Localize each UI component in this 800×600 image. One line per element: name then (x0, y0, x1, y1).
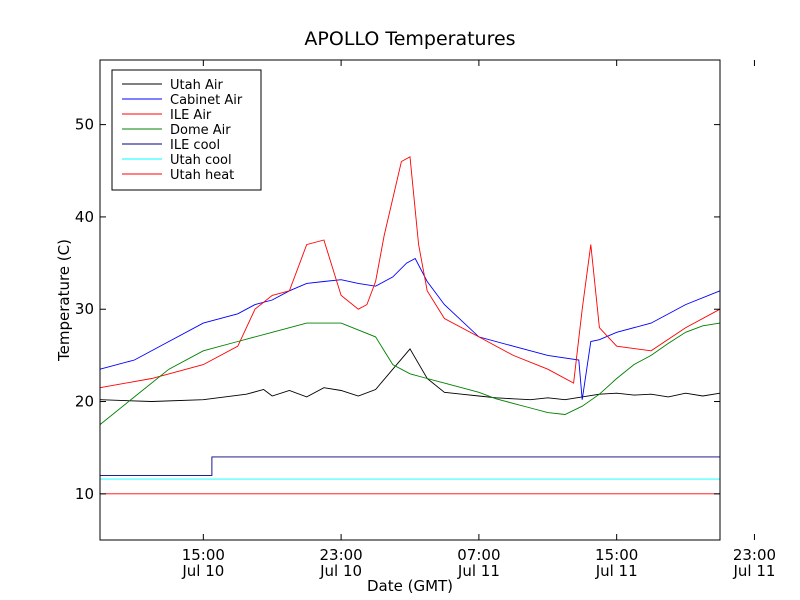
legend-label: ILE Air (170, 108, 212, 123)
legend-label: Dome Air (170, 123, 231, 138)
legend-label: Utah Air (170, 78, 223, 93)
legend-label: Utah cool (170, 153, 232, 168)
plot-frame (99, 59, 721, 541)
x-tick-date: Jul 10 (181, 562, 224, 580)
series-line-cabinet-air (99, 257, 721, 400)
x-tick-time: 23:00 (733, 546, 776, 564)
legend-frame (111, 69, 262, 191)
series-line-utah-air (99, 348, 721, 402)
y-tick-label: 20 (75, 393, 94, 411)
x-tick-date: Jul 11 (457, 562, 500, 580)
x-tick-time: 15:00 (182, 546, 225, 564)
x-tick-time: 23:00 (319, 546, 362, 564)
chart-title: APOLLO Temperatures (304, 28, 515, 50)
x-axis-label: Date (GMT) (367, 577, 453, 595)
legend-label: Cabinet Air (170, 93, 243, 108)
x-tick-time: 15:00 (595, 546, 638, 564)
legend-label: Utah heat (170, 168, 234, 183)
series-group (99, 156, 721, 495)
series-line-ile-cool (100, 456, 720, 476)
x-tick-time: 07:00 (457, 546, 500, 564)
y-axis-label: Temperature (C) (55, 239, 73, 362)
y-tick-label: 50 (75, 116, 94, 134)
series-line-dome-air (99, 322, 721, 425)
y-axis: 10 20 30 40 50 (75, 116, 720, 503)
legend-label: ILE cool (170, 138, 220, 153)
y-tick-label: 30 (75, 300, 94, 318)
y-tick-label: 10 (75, 485, 94, 503)
series-line-ile-air (99, 156, 721, 389)
x-tick-date: Jul 11 (595, 562, 638, 580)
x-tick-date: Jul 10 (319, 562, 362, 580)
x-tick-date: Jul 11 (732, 562, 775, 580)
y-tick-label: 40 (75, 208, 94, 226)
